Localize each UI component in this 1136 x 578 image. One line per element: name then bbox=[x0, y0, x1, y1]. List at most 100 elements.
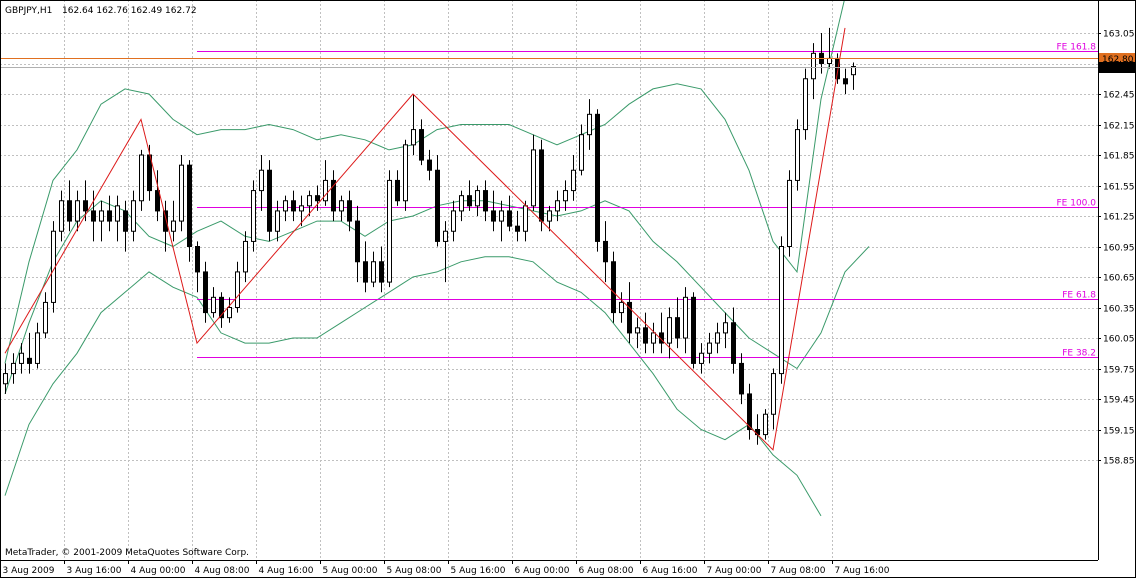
candle-bear bbox=[507, 210, 512, 227]
candle-bull bbox=[403, 144, 408, 202]
candle-bull bbox=[851, 66, 856, 76]
time-axis-label: 6 Aug 08:00 bbox=[579, 566, 634, 576]
candle-bull bbox=[699, 352, 704, 364]
candle-bull bbox=[443, 230, 448, 242]
candle-bull bbox=[259, 169, 264, 192]
price-tag-box bbox=[1099, 53, 1135, 64]
candle-bull bbox=[715, 332, 720, 344]
candle-bull bbox=[619, 301, 624, 314]
time-axis-label: 3 Aug 2009 bbox=[3, 566, 55, 576]
bollinger-upper-line bbox=[4, 0, 845, 364]
candle-bull bbox=[531, 149, 536, 207]
time-axis-label: 3 Aug 16:00 bbox=[67, 566, 122, 576]
time-axis[interactable]: 3 Aug 2009 3 Aug 16:00 4 Aug 00:00 4 Aug 08… bbox=[0, 560, 890, 576]
candle-bear bbox=[379, 261, 384, 283]
candle-bull bbox=[411, 129, 416, 146]
candle-bull bbox=[323, 179, 328, 202]
candle-bear bbox=[691, 296, 696, 364]
candle-bull bbox=[811, 52, 816, 80]
time-axis-label: 6 Aug 00:00 bbox=[515, 566, 570, 576]
price-axis-label: 159.75 bbox=[1103, 366, 1135, 376]
candle-bull bbox=[475, 190, 480, 207]
candle-bull bbox=[43, 301, 48, 334]
time-axis-label: 4 Aug 16:00 bbox=[259, 566, 314, 576]
bollinger-lower-line bbox=[4, 256, 822, 517]
candle-bull bbox=[11, 362, 16, 375]
candle-bear bbox=[187, 164, 192, 248]
candle-bull bbox=[251, 190, 256, 242]
candle-bear bbox=[163, 210, 168, 232]
candle-bull bbox=[299, 205, 304, 212]
candle-bear bbox=[155, 190, 160, 212]
candle-bear bbox=[675, 317, 680, 339]
price-tag-text: 162.72 bbox=[1102, 64, 1134, 74]
copyright-text: MetaTrader, © 2001-2009 MetaQuotes Softw… bbox=[5, 548, 249, 558]
candle-bear bbox=[627, 301, 632, 334]
candle-bull bbox=[387, 179, 392, 283]
candle-bear bbox=[483, 190, 488, 212]
current-price-lines bbox=[0, 58, 1098, 68]
candle-bear bbox=[395, 179, 400, 202]
price-axis-label: 162.45 bbox=[1103, 91, 1135, 101]
candle-bull bbox=[547, 210, 552, 222]
candle-bear bbox=[67, 200, 72, 222]
candle-bear bbox=[611, 261, 616, 314]
chart-symbol: GBPJPY,H1 bbox=[5, 6, 52, 16]
candle-bull bbox=[787, 179, 792, 248]
time-axis-label: 4 Aug 00:00 bbox=[131, 566, 186, 576]
candle-bear bbox=[491, 210, 496, 222]
candle-bear bbox=[603, 240, 608, 263]
candle-bull bbox=[139, 154, 144, 202]
candle-bear bbox=[219, 296, 224, 319]
candle-bear bbox=[331, 179, 336, 212]
candle-bear bbox=[427, 159, 432, 171]
candle-bull bbox=[211, 296, 216, 314]
time-axis-label: 5 Aug 16:00 bbox=[451, 566, 506, 576]
candle-bull bbox=[571, 169, 576, 192]
candle-bear bbox=[731, 322, 736, 364]
candlesticks bbox=[3, 27, 856, 445]
candle-bull bbox=[795, 129, 800, 181]
candle-bear bbox=[107, 210, 112, 222]
price-tag-text: 162.80 bbox=[1102, 55, 1134, 65]
candle-bull bbox=[459, 195, 464, 212]
candle-bear bbox=[123, 210, 128, 232]
candle-bull bbox=[779, 246, 784, 375]
candle-bull bbox=[651, 332, 656, 344]
candle-bull bbox=[371, 261, 376, 283]
price-axis-label: 158.85 bbox=[1103, 457, 1135, 467]
candle-bear bbox=[267, 169, 272, 232]
candle-bear bbox=[291, 200, 296, 212]
price-axis-label: 161.25 bbox=[1103, 213, 1135, 223]
candle-bull bbox=[723, 322, 728, 334]
candle-bull bbox=[283, 200, 288, 212]
candle-bear bbox=[27, 357, 32, 364]
price-axis-label: 160.95 bbox=[1103, 244, 1135, 254]
zigzag-indicator bbox=[4, 27, 846, 451]
candle-bull bbox=[179, 164, 184, 222]
time-axis-label: 5 Aug 08:00 bbox=[387, 566, 442, 576]
zigzag-line bbox=[4, 27, 846, 451]
candle-bull bbox=[275, 210, 280, 232]
candle-bull bbox=[131, 200, 136, 232]
candle-bear bbox=[843, 78, 848, 85]
candle-bear bbox=[195, 246, 200, 273]
price-axis-label: 161.55 bbox=[1103, 183, 1135, 193]
candle-bear bbox=[363, 261, 368, 283]
price-axis-label: 163.05 bbox=[1103, 30, 1135, 40]
candle-bear bbox=[539, 149, 544, 222]
time-axis-label: 7 Aug 08:00 bbox=[771, 566, 826, 576]
time-axis-label: 7 Aug 16:00 bbox=[835, 566, 890, 576]
candle-bear bbox=[315, 195, 320, 202]
price-axis-label: 160.05 bbox=[1103, 335, 1135, 345]
candle-bull bbox=[827, 57, 832, 65]
fibo-level-label: FE 38.2 bbox=[1062, 349, 1096, 359]
fibo-level-label: FE 100.0 bbox=[1057, 199, 1097, 209]
candle-bull bbox=[115, 205, 120, 222]
candle-bull bbox=[99, 210, 104, 222]
candle-bear bbox=[355, 220, 360, 263]
chart-ohlc: 162.64 162.76 162.49 162.72 bbox=[62, 6, 197, 16]
